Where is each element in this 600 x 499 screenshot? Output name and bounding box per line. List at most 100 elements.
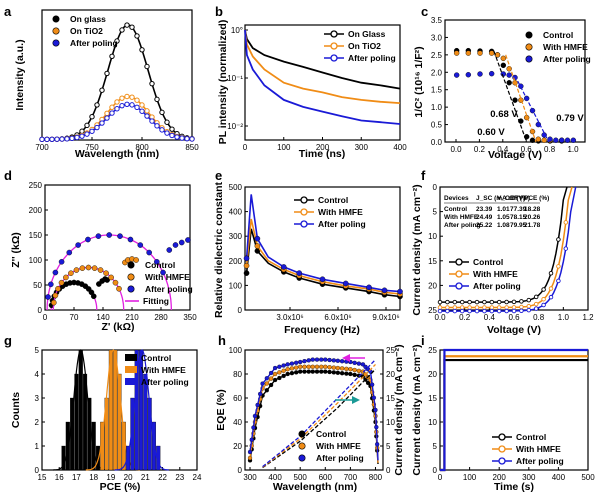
x-tick-label: 15: [38, 473, 47, 482]
data-point: [243, 270, 250, 276]
y2-tick-label: 10: [386, 418, 395, 427]
data-point: [160, 269, 166, 276]
x-axis-label: Time (s): [494, 481, 534, 493]
data-point: [511, 305, 517, 310]
legend-marker: [498, 457, 506, 465]
legend-marker: [52, 15, 60, 23]
legend-entry: After poling: [516, 456, 564, 466]
data-point: [306, 369, 311, 374]
legend-entry: After poling: [70, 38, 118, 48]
data-point: [365, 380, 371, 386]
data-point: [272, 377, 278, 383]
legend-entry: Fitting: [143, 296, 169, 306]
data-point: [548, 286, 554, 291]
y-tick-label: 400: [229, 208, 243, 217]
y-axis-label: EQE (%): [215, 389, 227, 430]
data-point: [164, 130, 170, 136]
legend-entry: After poling: [348, 53, 396, 63]
data-point: [243, 262, 250, 269]
data-point: [541, 296, 546, 302]
data-point: [323, 364, 328, 369]
x-axis-label: Frequency (Hz): [284, 324, 360, 336]
data-point: [314, 357, 320, 362]
histogram-bar: [138, 349, 144, 471]
data-point: [114, 106, 120, 112]
data-point: [277, 375, 282, 381]
data-point: [73, 267, 80, 273]
table-cell: 1.01: [497, 206, 510, 213]
legend-marker: [525, 31, 533, 39]
plot-frame: [44, 184, 191, 311]
legend-entry: With HMFE: [543, 42, 588, 52]
legend-entry: On TiO2: [70, 26, 103, 36]
y-tick-label: 100: [229, 281, 243, 290]
data-point: [348, 367, 353, 372]
y-tick-label: 80: [233, 370, 242, 379]
panel-d: d 0 70 140 210 280 350 0 50 100 150 200 250 Z' (kΩ) Z'…: [4, 168, 197, 333]
legend-marker: [52, 39, 60, 47]
data-point: [69, 135, 75, 142]
data-point: [164, 119, 170, 125]
y-tick-label: 150: [29, 231, 43, 240]
data-point: [272, 365, 278, 371]
x-tick-label: 500: [294, 473, 308, 482]
y-axis-label: Counts: [10, 392, 22, 428]
distribution-fit: [114, 349, 169, 471]
data-point: [474, 299, 480, 305]
y-tick-label: 0.5: [431, 121, 443, 130]
x-tick-label: 16: [55, 473, 64, 482]
data-point: [500, 55, 507, 62]
data-point: [570, 137, 577, 143]
data-point: [437, 308, 443, 314]
legend-marker: [525, 55, 533, 63]
data-point: [445, 299, 450, 305]
series-0-line: [244, 29, 401, 90]
data-point: [134, 97, 140, 103]
legend-marker: [125, 366, 137, 373]
y2-tick-label: 0: [386, 466, 391, 475]
x-tick-label: 400: [268, 473, 282, 482]
data-point: [89, 114, 95, 120]
data-point: [529, 137, 536, 143]
x-tick-label: 0.2: [459, 313, 471, 322]
data-point: [104, 277, 110, 283]
data-point: [124, 22, 130, 28]
table-header: PCE (%): [524, 195, 549, 202]
y-tick-label: 10⁻¹: [227, 74, 243, 83]
data-point: [268, 370, 274, 376]
data-point: [285, 362, 290, 367]
data-point: [277, 364, 282, 369]
data-point: [174, 134, 180, 140]
data-point: [166, 247, 173, 253]
plot-frame: [41, 9, 193, 141]
legend-marker: [455, 258, 463, 266]
data-point: [506, 72, 512, 78]
legend-marker: [298, 454, 306, 462]
table-cell: 77.39: [510, 206, 527, 213]
y-tick-label: 60: [233, 394, 242, 403]
x-tick-label: 350: [183, 313, 197, 322]
data-point: [314, 369, 320, 374]
x-tick-label: 1.0: [567, 145, 579, 154]
data-point: [289, 361, 295, 366]
x-tick-label: 800: [135, 143, 149, 152]
data-point: [467, 299, 472, 305]
data-point: [124, 93, 130, 100]
y-tick-label: 1.0: [431, 103, 443, 112]
legend-entry: On Glass: [348, 29, 386, 39]
x-tick-label: 1.2: [582, 313, 594, 322]
data-point: [249, 437, 254, 442]
data-point: [339, 366, 345, 371]
data-point: [272, 371, 278, 377]
data-point: [112, 279, 119, 286]
data-point: [133, 257, 139, 263]
data-point: [139, 102, 145, 108]
y-tick-label: 500: [229, 183, 243, 192]
y-tick-label: 2: [35, 418, 40, 427]
data-point: [129, 24, 135, 30]
data-point: [331, 358, 336, 363]
data-point: [512, 97, 518, 103]
x-tick-label: 24: [193, 473, 202, 482]
y-tick-label: 50: [33, 281, 42, 290]
